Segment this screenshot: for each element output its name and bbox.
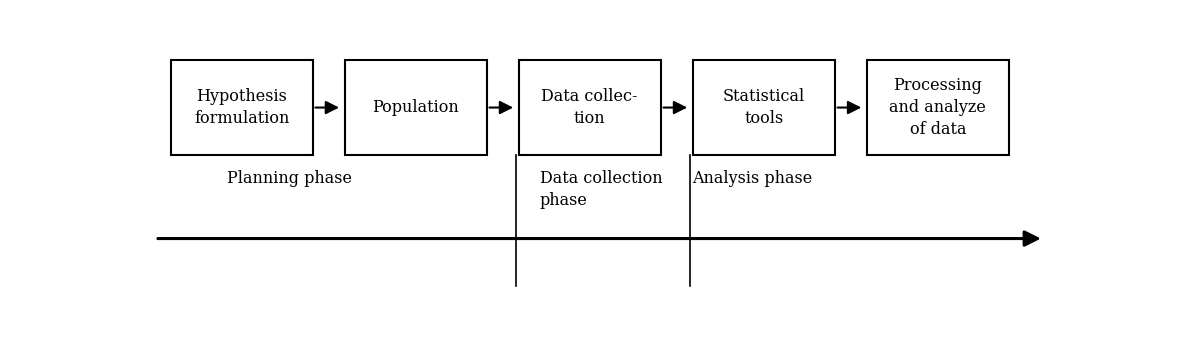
Text: Planning phase: Planning phase: [227, 170, 352, 187]
Text: Statistical
tools: Statistical tools: [722, 88, 805, 127]
Bar: [170, 60, 312, 155]
Bar: [693, 60, 834, 155]
Bar: [866, 60, 1008, 155]
Text: Hypothesis
formulation: Hypothesis formulation: [194, 88, 290, 127]
Text: Population: Population: [372, 99, 459, 116]
Text: Analysis phase: Analysis phase: [693, 170, 812, 187]
Bar: [345, 60, 487, 155]
Text: Data collec-
tion: Data collec- tion: [541, 88, 638, 127]
Text: Processing
and analyze
of data: Processing and analyze of data: [889, 77, 986, 138]
Bar: [519, 60, 661, 155]
Text: Data collection
phase: Data collection phase: [540, 170, 662, 210]
